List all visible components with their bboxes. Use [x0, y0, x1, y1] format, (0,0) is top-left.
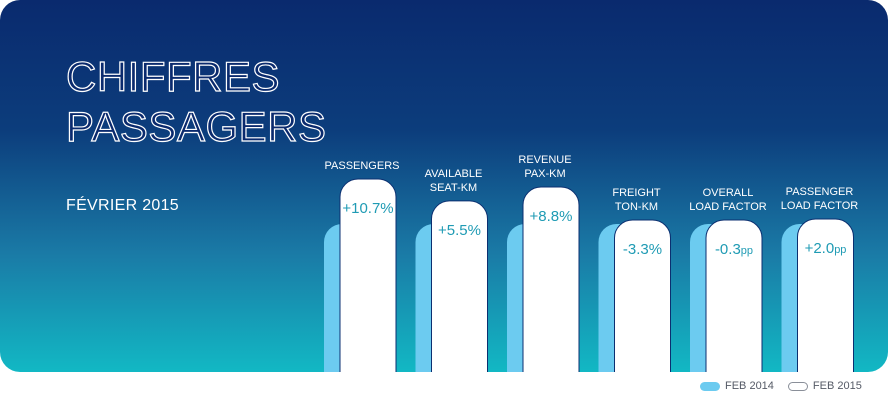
legend-label-feb-2014: FEB 2014: [725, 380, 774, 392]
category-label: TON-KM: [615, 201, 658, 213]
category-label: LOAD FACTOR: [689, 201, 766, 213]
change-value-label: +8.8%: [530, 208, 573, 225]
title-line-2: PASSAGERS: [65, 102, 327, 150]
change-value-label: -3.3%: [623, 241, 662, 258]
page-title: CHIFFRES PASSAGERS: [65, 52, 327, 152]
change-value-label: -0.3pp: [715, 241, 753, 258]
bar-feb-2015: [339, 178, 397, 372]
change-value-label: +10.7%: [342, 200, 393, 217]
category-label: LOAD FACTOR: [781, 200, 858, 212]
bar-feb-2015: [522, 186, 580, 372]
category-label: FREIGHT: [612, 187, 661, 199]
chart: +10.7% PASSENGERS +5.5% AVAILABLE SEAT-KM +8.…: [324, 154, 858, 372]
category-label: AVAILABLE: [425, 168, 483, 180]
category-label: PASSENGER: [786, 186, 854, 198]
legend-swatch-feb-2014: [700, 381, 720, 391]
bar-feb-2015: [797, 218, 854, 372]
category-label: PASSENGERS: [325, 160, 400, 172]
title-line-1: CHIFFRES: [65, 52, 280, 100]
bar-feb-2015: [431, 200, 488, 372]
report-date: FÉVRIER 2015: [66, 197, 179, 214]
category-label: OVERALL: [703, 187, 754, 199]
category-label: PAX-KM: [524, 168, 565, 180]
bar-feb-2015: [705, 219, 763, 372]
legend-label-feb-2015: FEB 2015: [812, 380, 862, 392]
legend: FEB 2014 FEB 2015: [700, 380, 862, 392]
bar-feb-2015: [614, 219, 671, 372]
category-label: REVENUE: [518, 154, 571, 166]
change-value-label: +2.0pp: [805, 240, 847, 257]
legend-swatch-feb-2015: [787, 381, 808, 391]
change-value-label: +5.5%: [438, 222, 481, 239]
category-label: SEAT-KM: [430, 182, 477, 194]
